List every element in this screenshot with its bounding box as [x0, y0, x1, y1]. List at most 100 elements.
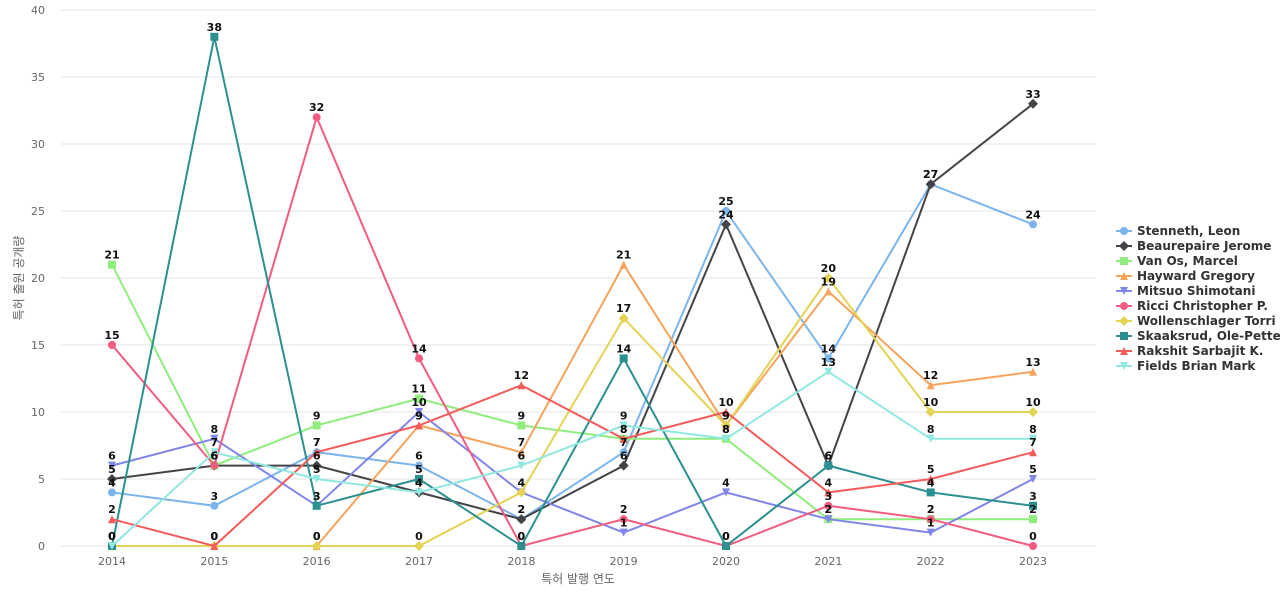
legend-label: Ricci Christopher P.	[1137, 299, 1268, 313]
data-point	[824, 287, 833, 296]
series-line	[111, 103, 1034, 521]
grid-layer	[61, 9, 1096, 547]
y-tick-label: 15	[31, 339, 45, 352]
legend-item[interactable]: Ricci Christopher P.	[1116, 299, 1268, 313]
data-label: 32	[309, 101, 324, 114]
data-point	[1029, 367, 1037, 376]
y-tick-label: 30	[31, 138, 45, 151]
x-tick-label: 2017	[405, 555, 433, 568]
series-line	[111, 114, 1034, 548]
data-label: 3	[313, 490, 321, 503]
data-label: 5	[1029, 463, 1037, 476]
legend-label: Hayward Gregory	[1137, 269, 1255, 283]
data-label: 21	[616, 249, 631, 262]
data-label: 2	[927, 503, 935, 516]
data-label: 0	[313, 530, 321, 543]
legend-marker	[1120, 272, 1128, 280]
data-label: 12	[923, 369, 938, 382]
data-label: 13	[821, 356, 836, 369]
data-point	[926, 381, 935, 390]
data-label: 5	[927, 463, 935, 476]
data-label: 6	[620, 450, 628, 463]
data-point	[1029, 434, 1037, 443]
data-point	[926, 475, 935, 483]
data-label: 8	[722, 423, 730, 436]
legend-marker	[1120, 257, 1128, 265]
legend-item[interactable]: Wollenschlager Torri	[1116, 314, 1276, 328]
data-point	[210, 448, 219, 457]
x-tick-label: 2022	[917, 555, 945, 568]
data-label: 0	[108, 530, 116, 543]
data-point	[312, 475, 321, 483]
series-line	[111, 384, 1034, 548]
data-label: 9	[722, 409, 730, 422]
legend-label: Beaurepaire Jerome	[1137, 239, 1271, 253]
legend-marker	[1120, 287, 1128, 295]
data-label: 3	[313, 490, 321, 503]
data-point	[1029, 475, 1037, 483]
data-point	[619, 515, 628, 524]
data-label: 8	[620, 423, 628, 436]
y-tick-label: 40	[31, 4, 45, 17]
data-label: 0	[518, 530, 526, 543]
data-label: 5	[108, 463, 116, 476]
data-label: 4	[927, 476, 935, 489]
legend-item[interactable]: Beaurepaire Jerome	[1116, 239, 1271, 253]
data-label: 4	[108, 476, 116, 489]
data-point	[210, 542, 219, 550]
data-label: 4	[415, 476, 423, 489]
data-label: 2	[927, 503, 935, 516]
data-point	[312, 448, 321, 457]
data-point	[722, 488, 730, 497]
data-label: 7	[518, 436, 526, 449]
data-point	[108, 260, 116, 269]
x-tick-label: 2020	[712, 555, 740, 568]
legend-label: Fields Brian Mark	[1137, 359, 1256, 373]
data-point	[721, 219, 731, 230]
legend-item[interactable]: Mitsuo Shimotani	[1116, 284, 1255, 298]
data-point	[311, 541, 322, 551]
data-point	[926, 528, 935, 537]
x-tick-label: 2018	[507, 555, 535, 568]
data-label: 0	[313, 530, 321, 543]
legend-label: Mitsuo Shimotani	[1137, 284, 1255, 298]
data-point	[415, 461, 423, 470]
data-label: 1	[620, 517, 628, 530]
data-label: 10	[718, 396, 734, 409]
legend-item[interactable]: Rakshit Sarbajit K.	[1116, 344, 1263, 358]
series-line	[112, 276, 1033, 547]
y-tick-label: 0	[38, 540, 45, 553]
y-axis-title: 특허 출원 공개량	[12, 236, 26, 321]
data-label: 3	[1029, 490, 1037, 503]
data-label: 4	[825, 476, 833, 489]
data-point	[312, 421, 321, 430]
data-point	[312, 113, 321, 122]
data-label: 7	[620, 436, 628, 449]
data-point	[618, 313, 629, 324]
legend-item[interactable]: Skaaksrud, Ole-Petter	[1116, 329, 1280, 343]
legend-item[interactable]: Fields Brian Mark	[1116, 359, 1256, 373]
data-label: 0	[108, 530, 116, 543]
x-tick-label: 2014	[98, 555, 126, 568]
x-tick-label: 2019	[610, 555, 638, 568]
data-point	[619, 421, 628, 430]
data-point	[516, 487, 527, 498]
data-point	[210, 32, 219, 41]
y-tick-label: 25	[31, 205, 45, 218]
data-point	[925, 179, 936, 190]
data-label: 0	[722, 530, 730, 543]
data-label: 14	[616, 342, 632, 355]
y-tick-label: 10	[31, 406, 45, 419]
legend-label: Rakshit Sarbajit K.	[1137, 344, 1263, 358]
series-line	[111, 264, 1033, 521]
x-tick-label: 2021	[814, 555, 842, 568]
data-label: 4	[415, 476, 423, 489]
data-point	[925, 407, 936, 417]
data-point	[108, 542, 116, 550]
data-label: 19	[821, 275, 836, 288]
data-label: 10	[1025, 396, 1041, 409]
legend-item[interactable]: Hayward Gregory	[1116, 269, 1255, 283]
legend-item[interactable]: Van Os, Marcel	[1116, 254, 1238, 268]
legend-item[interactable]: Stenneth, Leon	[1116, 224, 1240, 238]
